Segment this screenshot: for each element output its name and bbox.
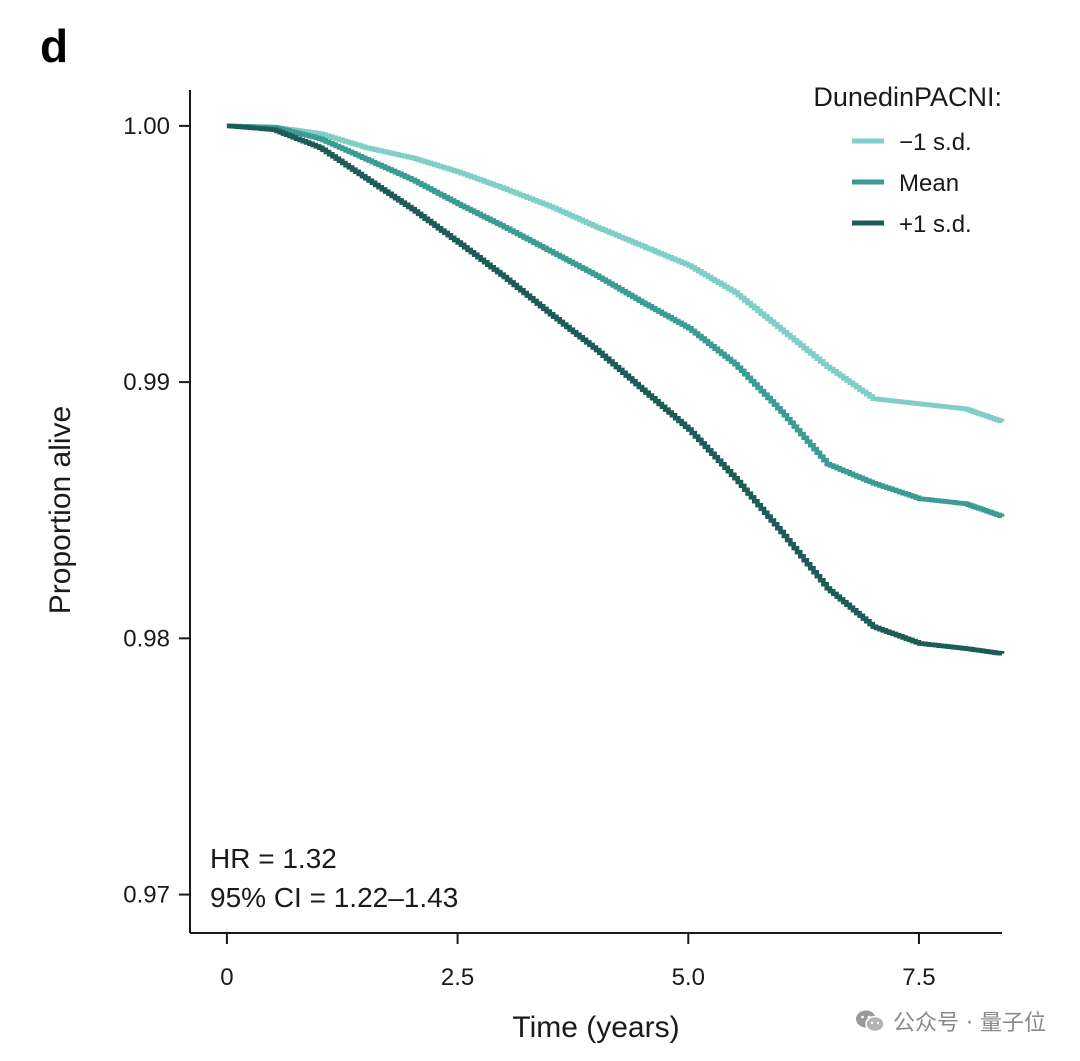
watermark-text: 公众号 · 量子位 [893,1011,1046,1036]
panel-label: d [40,20,68,72]
survival-curve-plus-1-sd [226,123,1005,656]
confidence-interval-text: 95% CI = 1.22–1.43 [210,882,458,913]
y-tick-label: 0.97 [123,882,170,909]
y-tick-label: 0.99 [123,369,170,396]
survival-curve-mean [226,123,1005,518]
legend-label: Mean [899,170,959,197]
series-layer [226,123,1005,656]
legend-label: −1 s.d. [899,129,972,156]
x-axis-title: Time (years) [512,1011,679,1044]
y-tick-label: 1.00 [123,113,170,140]
y-axis-title: Proportion alive [44,406,77,614]
y-ticks: 1.00 0.99 0.98 0.97 [123,113,190,909]
legend: DunedinPACNI: −1 s.d. Mean +1 s.d. [813,82,1002,238]
x-tick-label: 2.5 [441,964,474,991]
watermark: 公众号 · 量子位 [855,1005,1046,1037]
x-tick-label: 7.5 [902,964,935,991]
hazard-ratio-text: HR = 1.32 [210,843,337,874]
wechat-icon [856,1010,885,1033]
legend-label: +1 s.d. [899,211,972,238]
y-tick-label: 0.98 [123,625,170,652]
survival-curve-minus-1-sd [226,123,1005,424]
x-ticks: 0 2.5 5.0 7.5 [220,933,936,991]
legend-title: DunedinPACNI: [813,82,1002,112]
x-tick-label: 5.0 [672,964,705,991]
x-tick-label: 0 [220,964,233,991]
